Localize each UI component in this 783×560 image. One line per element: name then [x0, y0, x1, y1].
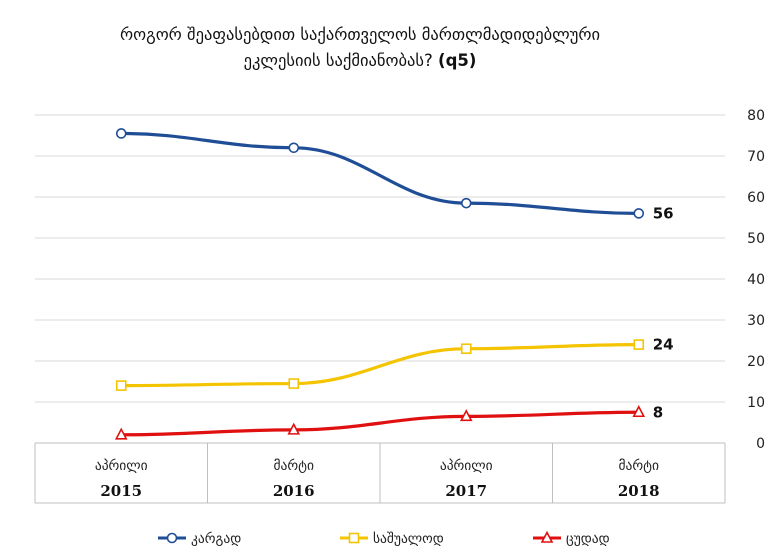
y-tick-label: 10 [747, 395, 765, 411]
x-tick-month: აპრილი [95, 457, 148, 474]
data-point [115, 380, 127, 391]
x-tick-month: მარტი [274, 457, 314, 474]
data-point [633, 339, 645, 350]
data-point [115, 128, 127, 139]
legend: კარგად საშუალოდ ცუდად [158, 530, 610, 547]
chart-title-line2-text: ეკლესიის საქმიანობას? [243, 51, 433, 70]
chart-title-line2: ეკლესიის საქმიანობას? (q5) [60, 48, 660, 74]
x-tick-year: 2016 [273, 482, 315, 500]
series-lines: 56 24 8 [114, 128, 674, 440]
legend-label: ცუდად [566, 531, 610, 547]
series-line [121, 131, 639, 215]
y-tick-label: 30 [747, 313, 765, 329]
series-line [121, 343, 639, 388]
data-point [114, 427, 128, 440]
chart-title: როგორ შეაფასებდით საქართველოს მართლმადიდ… [60, 22, 660, 74]
data-point [460, 197, 472, 209]
y-axis-ticks: 0 10 20 30 40 50 60 70 80 [747, 108, 765, 452]
y-tick-label: 50 [747, 231, 765, 247]
x-tick-year: 2017 [445, 482, 487, 500]
series-line [121, 410, 639, 437]
data-point [288, 378, 300, 389]
chart-title-line1: როგორ შეაფასებდით საქართველოს მართლმადიდ… [120, 25, 600, 44]
chart-title-code: (q5) [438, 51, 477, 70]
x-tick-month: მარტი [619, 457, 659, 474]
data-label: 24 [653, 336, 674, 354]
data-point [632, 405, 646, 418]
data-label: 8 [653, 403, 663, 421]
legend-marker [166, 532, 178, 544]
legend-marker [348, 532, 360, 544]
data-point [288, 142, 300, 154]
category-table: აპრილი 2015 მარტი 2016 აპრილი 2017 მარტი 2018 [34, 442, 726, 504]
legend-entry: საშუალოდ [340, 531, 444, 547]
legend-marker [540, 530, 554, 543]
data-label: 56 [653, 204, 674, 222]
series-2: 24 [115, 336, 674, 391]
x-tick-month: აპრილი [440, 457, 493, 474]
y-tick-label: 80 [747, 108, 765, 124]
y-tick-label: 70 [747, 149, 765, 165]
y-tick-label: 20 [747, 354, 765, 370]
series-1: 56 [115, 128, 674, 222]
data-point [459, 409, 473, 422]
y-tick-label: 0 [756, 436, 765, 452]
legend-entry: ცუდად [533, 530, 610, 547]
y-tick-label: 60 [747, 190, 765, 206]
legend-entry: კარგად [158, 530, 241, 547]
x-tick-year: 2018 [618, 482, 660, 500]
data-point [460, 343, 472, 355]
data-point [287, 422, 301, 435]
gridlines [35, 114, 725, 403]
series-3: 8 [114, 403, 663, 440]
data-point [633, 208, 645, 219]
legend-label: საშუალოდ [373, 531, 444, 547]
legend-label: კარგად [191, 530, 241, 547]
y-tick-label: 40 [747, 272, 765, 288]
x-tick-year: 2015 [100, 482, 142, 500]
